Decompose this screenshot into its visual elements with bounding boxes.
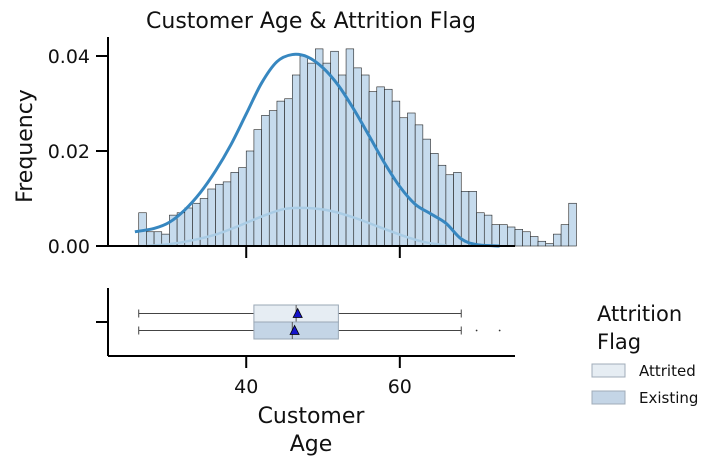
x-tick-label: 60 bbox=[388, 376, 412, 398]
hist-bar bbox=[315, 48, 324, 247]
bottom-axis-ticks: 40 60 bbox=[234, 356, 412, 398]
hist-bar bbox=[268, 110, 278, 247]
legend-title-line-2: Flag bbox=[597, 330, 641, 354]
y-tick-label: 0.04 bbox=[48, 46, 90, 68]
legend-title-line-1: Attrition bbox=[597, 302, 682, 326]
hist-bar bbox=[483, 214, 493, 247]
box-mean-marker-attrited bbox=[292, 307, 303, 318]
hist-bar bbox=[568, 202, 577, 247]
hist-bar bbox=[560, 224, 570, 247]
hist-bar bbox=[391, 100, 401, 247]
hist-bar bbox=[491, 224, 500, 247]
hist-bar bbox=[430, 153, 439, 247]
hist-bar bbox=[338, 74, 347, 247]
hist-bar bbox=[215, 183, 224, 247]
y-tick-label: 0.02 bbox=[48, 141, 90, 163]
hist-bar bbox=[376, 86, 385, 247]
hist-bar bbox=[522, 231, 531, 247]
y-tick-label: 0.00 bbox=[48, 236, 90, 258]
y-axis-label: Frequency bbox=[13, 89, 38, 203]
hist-bar bbox=[253, 129, 262, 247]
hist-bar bbox=[499, 224, 508, 247]
hist-bar bbox=[261, 115, 270, 247]
hist-bar bbox=[222, 181, 232, 247]
hist-bar bbox=[399, 117, 408, 247]
histogram-bars bbox=[138, 48, 577, 247]
hist-bar bbox=[414, 124, 424, 247]
top-axis-ticks: 0.00 0.02 0.04 bbox=[48, 46, 401, 258]
hist-bar bbox=[460, 191, 470, 247]
x-axis-label-line-1: Customer bbox=[258, 404, 366, 429]
box-outlier-existing bbox=[498, 329, 501, 332]
box-outlier-existing bbox=[475, 329, 478, 332]
hist-bar bbox=[530, 236, 539, 247]
boxplot bbox=[138, 304, 501, 340]
hist-bar bbox=[238, 167, 247, 247]
hist-bar bbox=[245, 150, 255, 247]
hist-bar bbox=[468, 191, 477, 247]
hist-bar bbox=[553, 233, 562, 247]
hist-bar bbox=[514, 229, 523, 247]
legend-label-attrited: Attrited bbox=[639, 362, 696, 380]
x-axis-label-line-2: Age bbox=[290, 432, 333, 457]
hist-bar bbox=[545, 243, 554, 247]
hist-bar bbox=[291, 74, 301, 247]
box-mean-marker-existing bbox=[289, 324, 300, 335]
hist-bar bbox=[537, 240, 547, 247]
x-tick-label: 40 bbox=[234, 376, 258, 398]
hist-bar bbox=[322, 62, 331, 247]
kde-line-attrited bbox=[146, 206, 447, 248]
hist-bar bbox=[507, 226, 516, 247]
legend-swatch-existing bbox=[591, 390, 626, 405]
legend-label-existing: Existing bbox=[639, 389, 698, 407]
kde-curves bbox=[134, 52, 500, 248]
hist-bar bbox=[230, 172, 239, 247]
hist-bar bbox=[437, 164, 447, 247]
hist-bar bbox=[476, 212, 485, 247]
chart-title: Customer Age & Attrition Flag bbox=[146, 9, 476, 34]
hist-bar bbox=[299, 55, 308, 247]
legend: Attrition Flag Attrited Existing bbox=[591, 302, 698, 407]
kde-line-existing bbox=[134, 52, 500, 248]
hist-bar bbox=[284, 98, 293, 247]
hist-bar bbox=[146, 231, 155, 247]
hist-bar bbox=[276, 100, 285, 247]
hist-bar bbox=[307, 62, 316, 247]
hist-bar bbox=[445, 174, 454, 247]
hist-bar bbox=[407, 112, 416, 247]
hist-bar bbox=[422, 138, 431, 247]
legend-swatch-attrited bbox=[591, 363, 626, 378]
